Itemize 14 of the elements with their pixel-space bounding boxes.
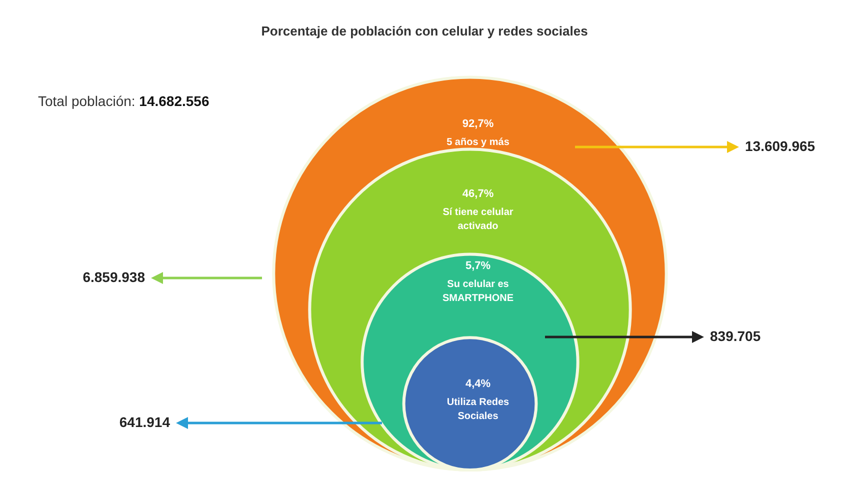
text: 839.705 <box>710 328 761 344</box>
data-label: 4,4% <box>465 378 491 390</box>
text: 13.609.965 <box>745 138 816 154</box>
data-label: 46,7% <box>462 188 494 200</box>
category-label: Sí tiene celular activado <box>442 206 514 232</box>
category-label: Utiliza Redes Sociales <box>446 396 510 422</box>
category-label: Su celular es SMARTPHONE <box>442 278 514 304</box>
data-label: 92,7% <box>462 118 494 130</box>
text: Total población: 14.682.556 <box>38 92 210 109</box>
text: 6.859.938 <box>82 268 145 285</box>
text: Porcentaje de población con celular y redes sociales <box>261 23 588 38</box>
data-label: 5,7% <box>465 260 491 272</box>
text: 641.914 <box>119 414 170 430</box>
category-label: 5 años y más <box>446 136 510 148</box>
